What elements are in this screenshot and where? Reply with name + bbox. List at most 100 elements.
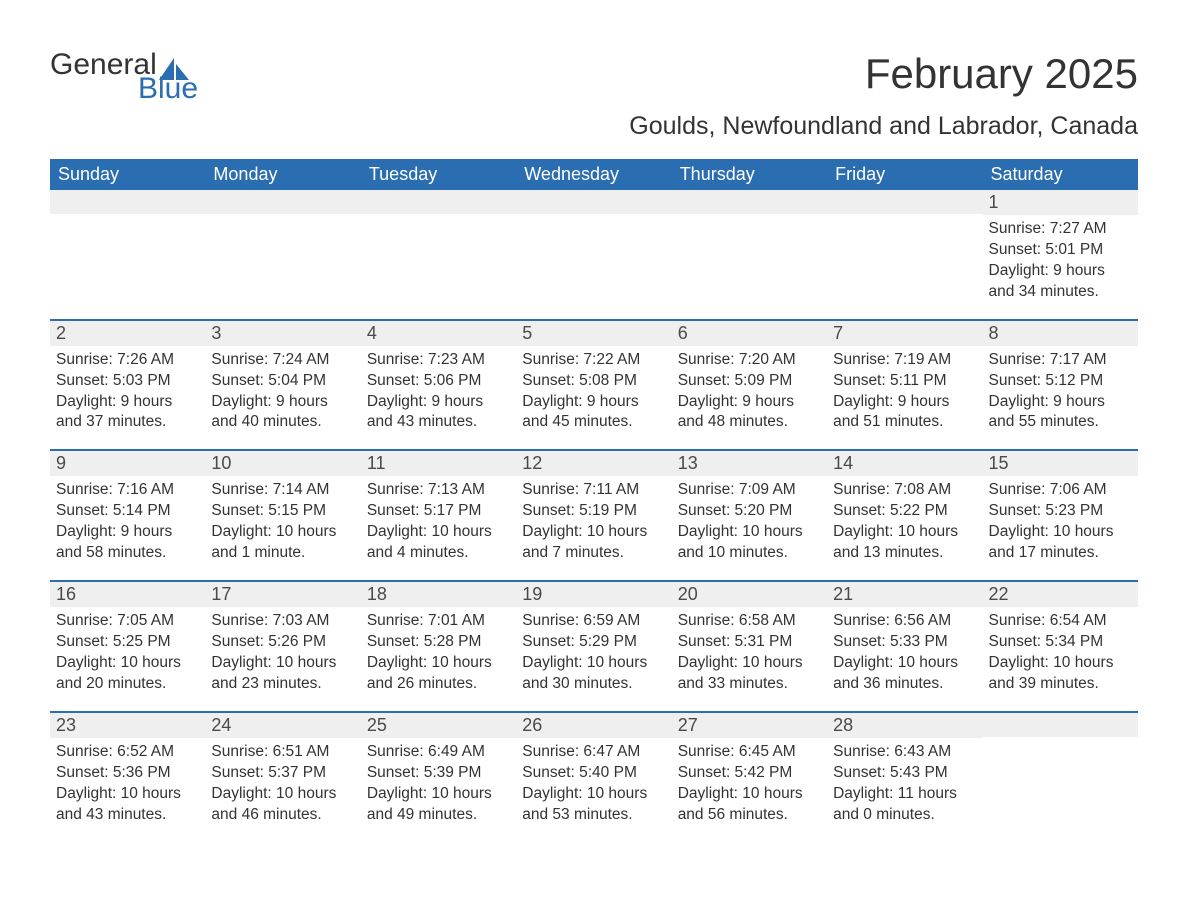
daylight-text: Daylight: 10 hours and 46 minutes. bbox=[211, 784, 354, 826]
week-row: 9Sunrise: 7:16 AMSunset: 5:14 PMDaylight… bbox=[50, 449, 1138, 564]
day-number: 18 bbox=[361, 582, 516, 607]
week-row: 16Sunrise: 7:05 AMSunset: 5:25 PMDayligh… bbox=[50, 580, 1138, 695]
day-number: 23 bbox=[50, 713, 205, 738]
day-cell bbox=[205, 190, 360, 303]
day-detail: Sunrise: 7:24 AMSunset: 5:04 PMDaylight:… bbox=[205, 346, 360, 434]
sunrise-text: Sunrise: 7:11 AM bbox=[522, 480, 665, 501]
day-cell bbox=[50, 190, 205, 303]
daylight-text: Daylight: 10 hours and 4 minutes. bbox=[367, 522, 510, 564]
day-number bbox=[983, 713, 1138, 737]
daylight-text: Daylight: 10 hours and 33 minutes. bbox=[678, 653, 821, 695]
day-header-sun: Sunday bbox=[50, 159, 205, 190]
daylight-text: Daylight: 11 hours and 0 minutes. bbox=[833, 784, 976, 826]
day-cell: 27Sunrise: 6:45 AMSunset: 5:42 PMDayligh… bbox=[672, 713, 827, 826]
daylight-text: Daylight: 9 hours and 45 minutes. bbox=[522, 392, 665, 434]
sunset-text: Sunset: 5:33 PM bbox=[833, 632, 976, 653]
sunset-text: Sunset: 5:26 PM bbox=[211, 632, 354, 653]
daylight-text: Daylight: 10 hours and 10 minutes. bbox=[678, 522, 821, 564]
sunset-text: Sunset: 5:12 PM bbox=[989, 371, 1132, 392]
day-number bbox=[672, 190, 827, 214]
day-header-tue: Tuesday bbox=[361, 159, 516, 190]
day-cell: 20Sunrise: 6:58 AMSunset: 5:31 PMDayligh… bbox=[672, 582, 827, 695]
sunset-text: Sunset: 5:23 PM bbox=[989, 501, 1132, 522]
sunrise-text: Sunrise: 6:49 AM bbox=[367, 742, 510, 763]
page-title: February 2025 bbox=[629, 50, 1138, 98]
daylight-text: Daylight: 9 hours and 37 minutes. bbox=[56, 392, 199, 434]
sunrise-text: Sunrise: 7:03 AM bbox=[211, 611, 354, 632]
sunrise-text: Sunrise: 7:06 AM bbox=[989, 480, 1132, 501]
daylight-text: Daylight: 10 hours and 23 minutes. bbox=[211, 653, 354, 695]
day-detail: Sunrise: 7:20 AMSunset: 5:09 PMDaylight:… bbox=[672, 346, 827, 434]
sunrise-text: Sunrise: 7:20 AM bbox=[678, 350, 821, 371]
day-detail: Sunrise: 7:05 AMSunset: 5:25 PMDaylight:… bbox=[50, 607, 205, 695]
sunrise-text: Sunrise: 6:47 AM bbox=[522, 742, 665, 763]
day-cell: 1Sunrise: 7:27 AMSunset: 5:01 PMDaylight… bbox=[983, 190, 1138, 303]
day-detail: Sunrise: 6:59 AMSunset: 5:29 PMDaylight:… bbox=[516, 607, 671, 695]
title-block: February 2025 Goulds, Newfoundland and L… bbox=[629, 50, 1138, 141]
day-detail: Sunrise: 7:06 AMSunset: 5:23 PMDaylight:… bbox=[983, 476, 1138, 564]
day-number: 3 bbox=[205, 321, 360, 346]
sunset-text: Sunset: 5:40 PM bbox=[522, 763, 665, 784]
daylight-text: Daylight: 9 hours and 43 minutes. bbox=[367, 392, 510, 434]
day-detail: Sunrise: 7:23 AMSunset: 5:06 PMDaylight:… bbox=[361, 346, 516, 434]
day-detail: Sunrise: 7:19 AMSunset: 5:11 PMDaylight:… bbox=[827, 346, 982, 434]
sunrise-text: Sunrise: 7:22 AM bbox=[522, 350, 665, 371]
daylight-text: Daylight: 10 hours and 13 minutes. bbox=[833, 522, 976, 564]
day-number: 25 bbox=[361, 713, 516, 738]
day-detail: Sunrise: 6:45 AMSunset: 5:42 PMDaylight:… bbox=[672, 738, 827, 826]
day-number bbox=[361, 190, 516, 214]
day-number: 26 bbox=[516, 713, 671, 738]
sunrise-text: Sunrise: 7:19 AM bbox=[833, 350, 976, 371]
sunset-text: Sunset: 5:37 PM bbox=[211, 763, 354, 784]
day-detail: Sunrise: 7:03 AMSunset: 5:26 PMDaylight:… bbox=[205, 607, 360, 695]
day-cell: 12Sunrise: 7:11 AMSunset: 5:19 PMDayligh… bbox=[516, 451, 671, 564]
sunrise-text: Sunrise: 7:05 AM bbox=[56, 611, 199, 632]
calendar: Sunday Monday Tuesday Wednesday Thursday… bbox=[50, 159, 1138, 825]
day-cell: 16Sunrise: 7:05 AMSunset: 5:25 PMDayligh… bbox=[50, 582, 205, 695]
day-cell: 15Sunrise: 7:06 AMSunset: 5:23 PMDayligh… bbox=[983, 451, 1138, 564]
page-subtitle: Goulds, Newfoundland and Labrador, Canad… bbox=[629, 112, 1138, 141]
sunset-text: Sunset: 5:42 PM bbox=[678, 763, 821, 784]
day-number: 10 bbox=[205, 451, 360, 476]
day-detail: Sunrise: 6:56 AMSunset: 5:33 PMDaylight:… bbox=[827, 607, 982, 695]
daylight-text: Daylight: 9 hours and 51 minutes. bbox=[833, 392, 976, 434]
sunrise-text: Sunrise: 6:51 AM bbox=[211, 742, 354, 763]
sunrise-text: Sunrise: 6:59 AM bbox=[522, 611, 665, 632]
day-number: 22 bbox=[983, 582, 1138, 607]
day-header-fri: Friday bbox=[827, 159, 982, 190]
day-detail: Sunrise: 6:54 AMSunset: 5:34 PMDaylight:… bbox=[983, 607, 1138, 695]
sunrise-text: Sunrise: 7:01 AM bbox=[367, 611, 510, 632]
day-number: 5 bbox=[516, 321, 671, 346]
sunrise-text: Sunrise: 6:56 AM bbox=[833, 611, 976, 632]
day-number: 1 bbox=[983, 190, 1138, 215]
daylight-text: Daylight: 9 hours and 58 minutes. bbox=[56, 522, 199, 564]
day-detail: Sunrise: 7:08 AMSunset: 5:22 PMDaylight:… bbox=[827, 476, 982, 564]
sunrise-text: Sunrise: 7:24 AM bbox=[211, 350, 354, 371]
sunrise-text: Sunrise: 7:14 AM bbox=[211, 480, 354, 501]
sunset-text: Sunset: 5:31 PM bbox=[678, 632, 821, 653]
sunset-text: Sunset: 5:14 PM bbox=[56, 501, 199, 522]
daylight-text: Daylight: 10 hours and 20 minutes. bbox=[56, 653, 199, 695]
day-number: 21 bbox=[827, 582, 982, 607]
day-cell bbox=[983, 713, 1138, 826]
day-cell: 4Sunrise: 7:23 AMSunset: 5:06 PMDaylight… bbox=[361, 321, 516, 434]
day-header-thu: Thursday bbox=[672, 159, 827, 190]
sunset-text: Sunset: 5:25 PM bbox=[56, 632, 199, 653]
sunset-text: Sunset: 5:34 PM bbox=[989, 632, 1132, 653]
day-number: 11 bbox=[361, 451, 516, 476]
logo: General Blue bbox=[50, 50, 198, 104]
day-cell: 19Sunrise: 6:59 AMSunset: 5:29 PMDayligh… bbox=[516, 582, 671, 695]
day-number: 13 bbox=[672, 451, 827, 476]
daylight-text: Daylight: 10 hours and 26 minutes. bbox=[367, 653, 510, 695]
day-detail: Sunrise: 7:16 AMSunset: 5:14 PMDaylight:… bbox=[50, 476, 205, 564]
daylight-text: Daylight: 10 hours and 43 minutes. bbox=[56, 784, 199, 826]
sunrise-text: Sunrise: 7:23 AM bbox=[367, 350, 510, 371]
day-header-wed: Wednesday bbox=[516, 159, 671, 190]
day-number: 8 bbox=[983, 321, 1138, 346]
day-number: 12 bbox=[516, 451, 671, 476]
day-detail: Sunrise: 6:49 AMSunset: 5:39 PMDaylight:… bbox=[361, 738, 516, 826]
day-number: 2 bbox=[50, 321, 205, 346]
day-cell: 28Sunrise: 6:43 AMSunset: 5:43 PMDayligh… bbox=[827, 713, 982, 826]
day-cell bbox=[672, 190, 827, 303]
daylight-text: Daylight: 10 hours and 7 minutes. bbox=[522, 522, 665, 564]
